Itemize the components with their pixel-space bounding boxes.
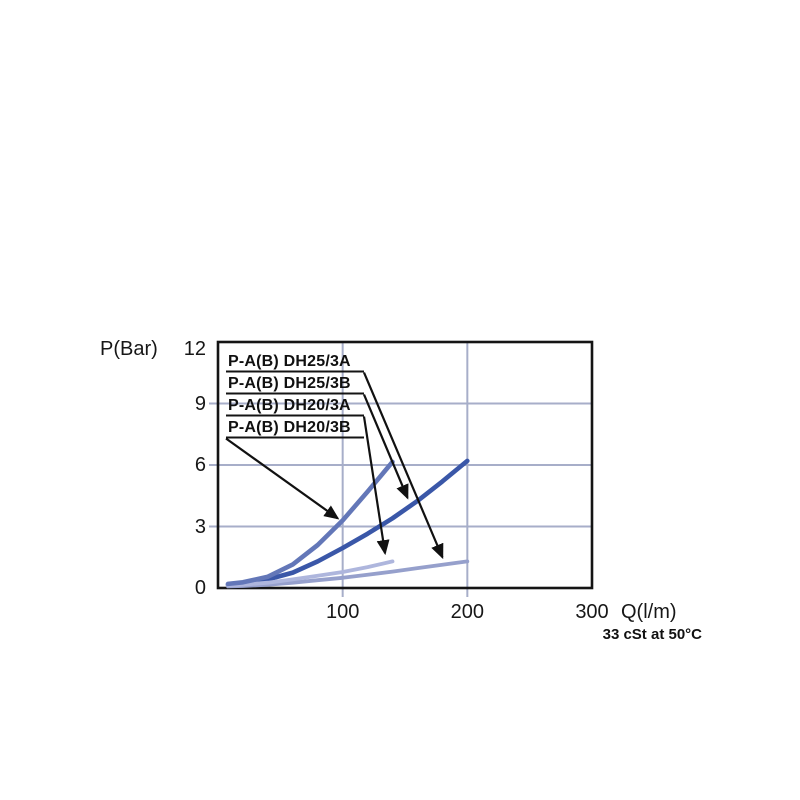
legend-label-p-a-b-dh20-3a: P-A(B) DH20/3A [228, 397, 351, 414]
y-tick-6: 6 [194, 454, 206, 476]
x-axis-title: Q(l/m) [621, 601, 677, 623]
y-tick-3: 3 [194, 515, 206, 538]
x-tick-200: 200 [450, 601, 485, 623]
y-tick-12: 12 [183, 338, 206, 360]
callout-arrow-3 [362, 416, 390, 556]
y-axis-title: P(Bar) [100, 338, 158, 360]
viscosity-note: 33 cSt at 50°C [602, 626, 702, 643]
x-tick-100: 100 [325, 601, 360, 623]
legend-label-p-a-b-dh20-3b: P-A(B) DH20/3B [228, 419, 351, 436]
y-tick-9: 9 [194, 392, 206, 415]
callout-arrow-2 [362, 394, 409, 500]
callout-arrow-1 [362, 372, 444, 560]
plot-border [216, 340, 594, 590]
x-tick-300: 300 [575, 601, 609, 623]
curve-p-a-b-dh20-3b [225, 459, 395, 587]
legend-label-p-a-b-dh25-3b: P-A(B) DH25/3B [228, 375, 351, 392]
callout-arrow-4 [225, 437, 340, 520]
y-tick-0: 0 [194, 577, 206, 599]
legend-label-p-a-b-dh25-3a: P-A(B) DH25/3A [228, 353, 351, 370]
curve-p-a-b-dh20-3a [226, 559, 395, 588]
